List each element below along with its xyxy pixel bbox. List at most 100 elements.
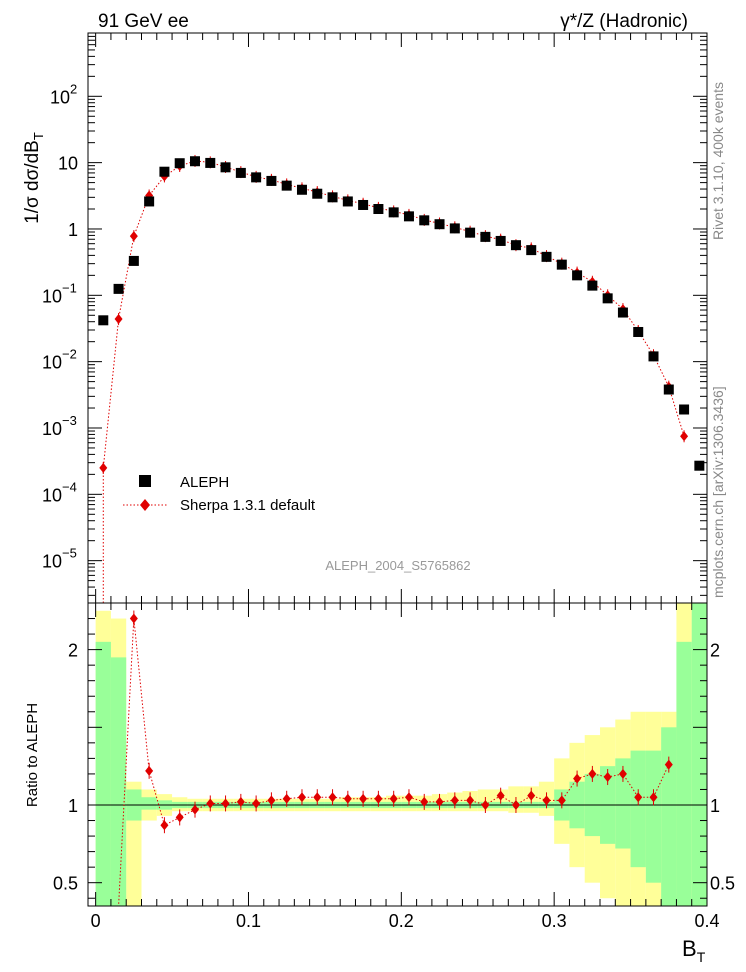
aleph-point (480, 231, 491, 242)
stat-band-bin (95, 641, 111, 906)
ratio-point (450, 795, 459, 806)
aleph-point (220, 162, 231, 173)
x-tick-label: 0.2 (389, 911, 414, 931)
aleph-point (403, 211, 414, 222)
x-tick-label: 0.4 (694, 911, 719, 931)
x-tick-label: 0.3 (542, 911, 567, 931)
legend-sherpa-label: Sherpa 1.3.1 default (180, 497, 316, 514)
ratio-point (481, 800, 490, 810)
aleph-point (556, 259, 567, 270)
ratio-series (103, 610, 673, 907)
y-tick-exponent: −2 (62, 347, 77, 362)
aleph-point (694, 460, 705, 471)
main-plot-frame (87, 32, 708, 604)
ratio-point (252, 798, 261, 809)
x-tick-label: 0.1 (236, 911, 261, 931)
sherpa-point (680, 431, 689, 442)
aleph-point (465, 227, 476, 238)
legend-aleph-label: ALEPH (180, 474, 229, 491)
y-tick-label: 10 (42, 485, 62, 505)
aleph-point (144, 196, 155, 207)
ratio-y-axis-label: Ratio to ALEPH (24, 703, 41, 807)
stat-band-bin (110, 657, 127, 906)
sherpa-point (114, 313, 123, 324)
y-tick-label: 10 (42, 552, 62, 572)
ratio-point (221, 798, 230, 809)
ratio-point (389, 793, 398, 804)
aleph-point (205, 157, 216, 168)
legend: ALEPH Sherpa 1.3.1 default (123, 474, 316, 514)
aleph-point (434, 219, 445, 230)
aleph-point (342, 196, 353, 207)
ratio-point (328, 792, 337, 803)
ratio-point (618, 768, 627, 779)
analysis-id: ALEPH_2004_S5765862 (325, 558, 470, 573)
ratio-point (634, 792, 643, 803)
aleph-point (281, 180, 292, 191)
aleph-point (358, 199, 369, 210)
stat-band-bin (661, 727, 677, 906)
ratio-point (435, 796, 444, 807)
aleph-point (679, 404, 690, 415)
aleph-point (128, 255, 139, 266)
ratio-point (588, 768, 597, 779)
ratio-point (542, 795, 551, 806)
total-uncertainty-band (95, 603, 707, 906)
ratio-point (557, 795, 566, 806)
aleph-point (602, 293, 613, 304)
aleph-point (648, 351, 659, 362)
y-tick-label: 10 (58, 154, 78, 174)
ratio-point (297, 792, 306, 803)
ratio-point (343, 793, 352, 804)
axis-ticks (88, 32, 708, 906)
stat-band-bin (615, 758, 631, 849)
main-y-axis-label: 1/σ dσ/dBT (22, 132, 46, 224)
aleph-series (98, 156, 705, 471)
aleph-point (174, 158, 185, 169)
ratio-point (236, 796, 245, 807)
ratio-point (404, 792, 413, 803)
y-tick-exponent: −3 (62, 413, 77, 428)
aleph-point (327, 192, 338, 203)
aleph-point (587, 280, 598, 291)
aleph-point (159, 166, 170, 177)
ratio-point (466, 795, 475, 806)
rivet-version-label: Rivet 3.1.10, 400k events (710, 82, 726, 240)
aleph-point (98, 315, 109, 326)
mcplots-label: mcplots.cern.ch [arXiv:1306.3436] (710, 386, 726, 598)
sherpa-series (99, 154, 689, 603)
sherpa-point (129, 231, 138, 242)
y-tick-label: 10 (42, 419, 62, 439)
stat-band-bin (645, 750, 662, 883)
ratio-tick-label-right: 2 (710, 641, 720, 661)
x-tick-label: 0 (91, 911, 101, 931)
y-tick-exponent: −4 (62, 479, 77, 494)
y-tick-label: 10 (42, 286, 62, 306)
stat-band-bin (630, 750, 646, 868)
aleph-point (296, 184, 307, 195)
aleph-point (663, 384, 674, 395)
ratio-point (129, 613, 138, 624)
ratio-point (190, 804, 199, 815)
ratio-point (359, 793, 368, 804)
legend-aleph-marker (139, 475, 151, 487)
ratio-tick-label-left: 0.5 (53, 874, 78, 894)
ratio-tick-label-right: 1 (710, 796, 720, 816)
aleph-point (235, 167, 246, 178)
sherpa-line (102, 160, 685, 603)
aleph-point (251, 172, 262, 183)
aleph-point (572, 270, 583, 281)
aleph-point (189, 156, 200, 167)
ratio-point (649, 792, 658, 803)
y-tick-label: 10 (42, 353, 62, 373)
stat-band-bin (141, 797, 157, 810)
aleph-point (373, 204, 384, 215)
aleph-point (633, 326, 644, 337)
y-tick-exponent: −1 (62, 280, 77, 295)
ratio-point (160, 820, 169, 831)
aleph-point (617, 307, 628, 318)
x-axis-label: BT (682, 936, 706, 965)
y-tick-label: 10 (50, 87, 70, 107)
